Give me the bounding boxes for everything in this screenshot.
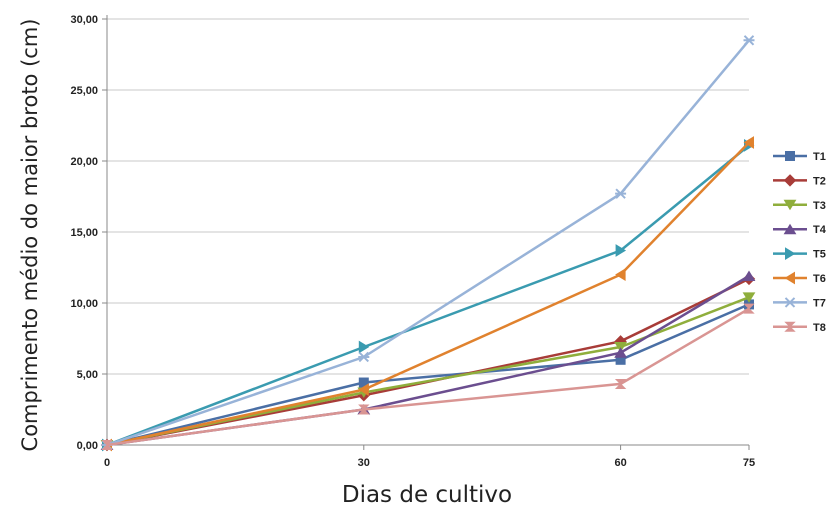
data-point (358, 383, 369, 397)
legend-label: T3 (813, 200, 826, 212)
y-tick-label: 0,00 (77, 440, 98, 452)
series-line (106, 141, 750, 447)
legend-marker (784, 271, 795, 285)
y-tick-label: 25,00 (70, 85, 98, 97)
series-line (106, 277, 750, 447)
data-point (742, 292, 756, 303)
legend-marker (783, 174, 797, 187)
data-point (614, 347, 627, 358)
y-tick-label: 15,00 (70, 227, 98, 239)
data-point (615, 268, 626, 281)
legend-item-t8: T8 (773, 321, 826, 334)
legend-item-t4: T4 (773, 223, 827, 236)
x-tick-label: 30 (358, 457, 370, 469)
axes (102, 15, 750, 450)
legend-label: T4 (813, 224, 827, 236)
legend-label: T6 (813, 273, 826, 285)
legend-item-t1: T1 (773, 151, 826, 163)
y-tick-label: 20,00 (70, 156, 98, 168)
data-point (614, 378, 627, 389)
x-tick-labels: 0 30 60 75 (104, 457, 755, 469)
x-tick-label: 75 (743, 457, 755, 469)
series-line (106, 144, 750, 447)
legend: T1 T2 T3 T4 T5 T6 T7 T8 (773, 151, 827, 334)
data-point (614, 342, 627, 353)
legend-marker (783, 223, 797, 235)
data-point (743, 35, 755, 46)
legend-marker (785, 151, 795, 161)
legend-item-t5: T5 (773, 247, 826, 261)
legend-label: T2 (813, 175, 826, 187)
x-tick-label: 60 (614, 457, 626, 469)
legend-marker (785, 247, 796, 260)
series-t7 (101, 35, 755, 451)
data-point (743, 136, 754, 149)
legend-marker (784, 297, 796, 308)
legend-item-t6: T6 (773, 271, 826, 285)
legend-marker (783, 199, 797, 211)
data-point (358, 340, 370, 354)
data-point (742, 270, 756, 282)
data-point (615, 244, 627, 257)
grid-lines (107, 18, 749, 375)
y-axis-title: Comprimento médio do maior broto (cm) (18, 19, 42, 452)
y-tick-label: 30,00 (70, 14, 98, 26)
series-t8 (101, 303, 755, 450)
legend-item-t7: T7 (773, 297, 826, 309)
legend-item-t2: T2 (773, 174, 826, 187)
legend-label: T8 (813, 322, 826, 334)
x-tick-label: 0 (104, 457, 110, 469)
y-tick-labels: 0,00 5,00 10,00 15,00 20,00 25,00 30,00 (70, 14, 98, 452)
y-tick-label: 10,00 (70, 298, 98, 310)
legend-marker (784, 321, 796, 332)
legend-label: T7 (813, 297, 826, 309)
y-tick-label: 5,00 (77, 369, 98, 381)
data-point (615, 188, 627, 199)
data-point (743, 303, 755, 314)
series-group (100, 35, 756, 452)
legend-label: T5 (813, 249, 826, 261)
data-point (101, 440, 113, 450)
series-line (106, 296, 750, 447)
series-line (106, 39, 750, 447)
data-point (358, 351, 370, 363)
legend-label: T1 (813, 151, 826, 163)
series-line (106, 307, 750, 447)
data-point (358, 404, 370, 415)
legend-item-t3: T3 (773, 199, 826, 212)
x-axis-title: Dias de cultivo (342, 482, 512, 508)
series-line (106, 303, 750, 447)
